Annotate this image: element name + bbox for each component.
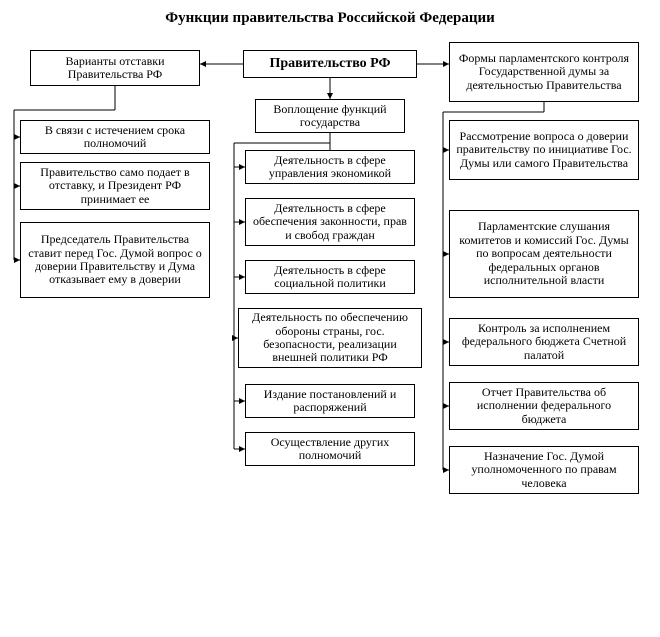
right-item-1: Парламентские слушания комитетов и комис… <box>449 210 639 298</box>
center-item-0: Деятельность в сфере управления экономик… <box>245 150 415 184</box>
left-item-1: Правительство само подает в отставку, и … <box>20 162 210 210</box>
center-item-1: Деятельность в сфере обеспечения законно… <box>245 198 415 246</box>
center-item-3: Деятельность по обеспечению обороны стра… <box>238 308 422 368</box>
left-column-header: Варианты отставки Правительства РФ <box>30 50 200 86</box>
left-item-2: Председатель Правительства ставит перед … <box>20 222 210 298</box>
center-item-5: Осуществление других полномочий <box>245 432 415 466</box>
center-item-2: Деятельность в сфере социальной политики <box>245 260 415 294</box>
right-column-header: Формы парламентского контроля Государств… <box>449 42 639 102</box>
left-item-0: В связи с истечением срока полномочий <box>20 120 210 154</box>
center-column-header: Воплощение функций государства <box>255 99 405 133</box>
diagram-title: Функции правительства Российской Федерац… <box>0 10 660 27</box>
right-item-2: Контроль за исполнением федерального бюд… <box>449 318 639 366</box>
right-item-4: Назначение Гос. Думой уполномоченного по… <box>449 446 639 494</box>
center-item-4: Издание постановлений и распоряжений <box>245 384 415 418</box>
right-item-3: Отчет Правительства об исполнении федера… <box>449 382 639 430</box>
right-item-0: Рассмотрение вопроса о доверии правитель… <box>449 120 639 180</box>
root-node: Правительство РФ <box>243 50 417 78</box>
